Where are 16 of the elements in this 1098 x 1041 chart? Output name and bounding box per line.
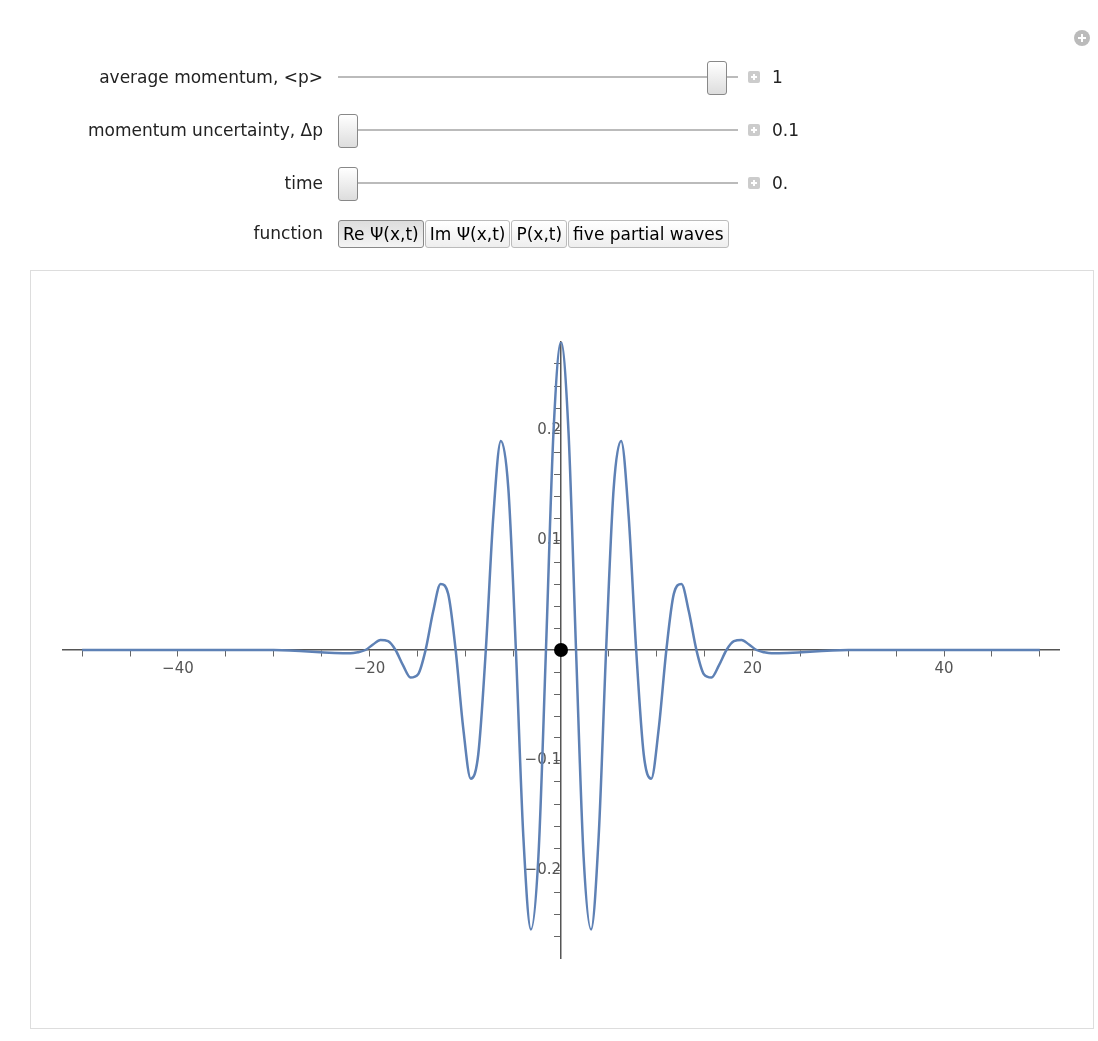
text: Im Ψ(x,t) (424, 220, 511, 248)
text: 1 (772, 67, 783, 87)
x-tick-label: 20 (742, 658, 763, 677)
line-series (80, 342, 1042, 931)
text: P(x,t) (511, 220, 568, 248)
text: time (284, 173, 323, 193)
text: 0. (772, 173, 789, 193)
x-tick-label: −20 (353, 658, 386, 677)
text: average momentum, <p> (99, 67, 323, 87)
text: five partial waves (568, 220, 729, 248)
text: 0.1 (772, 120, 800, 140)
x-tick-label: −40 (162, 658, 194, 677)
x-tick-label: 40 (934, 658, 954, 677)
text: Re Ψ(x,t) (338, 220, 424, 248)
text: function (253, 223, 323, 243)
text: momentum uncertainty, Δp (87, 120, 323, 140)
